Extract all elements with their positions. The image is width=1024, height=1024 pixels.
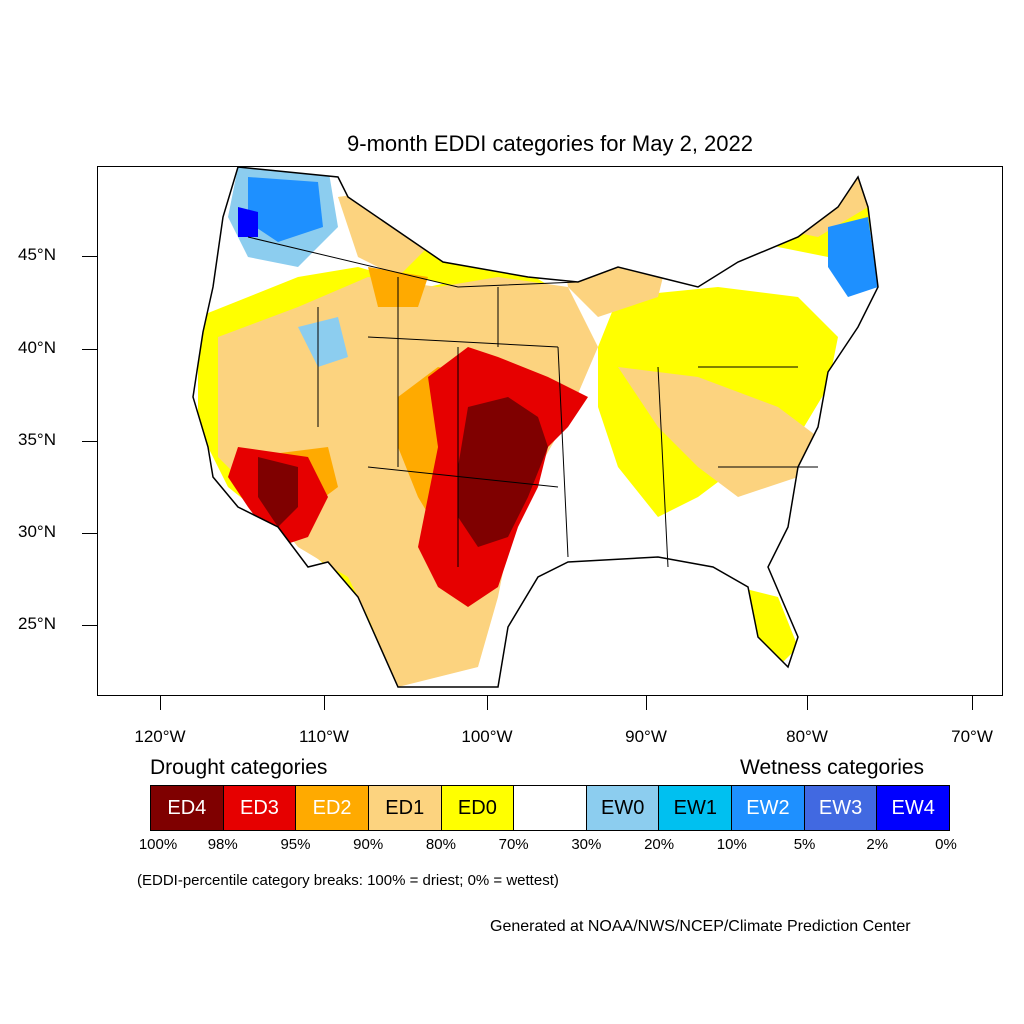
drought-heading: Drought categories — [150, 756, 328, 779]
lat-tick-25 — [82, 625, 97, 626]
legend-box-ew4: EW4 — [877, 786, 950, 830]
lon-label-80: 80°W — [786, 727, 828, 746]
percentile-label: 100% — [138, 836, 178, 853]
lon-tick-120 — [160, 696, 161, 710]
wetness-heading: Wetness categories — [740, 756, 925, 779]
legend-box-ed1: ED1 — [368, 786, 442, 830]
percentile-label: 20% — [644, 836, 675, 853]
ew-region-ne — [828, 217, 878, 297]
ed0-region-florida — [738, 587, 798, 667]
lon-tick-110 — [324, 696, 325, 710]
lon-label-120: 120°W — [134, 727, 186, 746]
percentile-label: 30% — [571, 836, 602, 853]
percentile-label: 10% — [716, 836, 747, 853]
category-legend: ED4 ED3 ED2 ED1 ED0 EW0 EW1 EW2 EW3 EW4 — [150, 785, 950, 831]
lat-tick-45 — [82, 256, 97, 257]
legend-box-normal — [514, 786, 587, 830]
lat-tick-30 — [82, 533, 97, 534]
lon-label-110: 110°W — [299, 727, 349, 746]
lat-label-40: 40°N — [18, 338, 56, 357]
legend-box-ew1: EW1 — [659, 786, 733, 830]
ed4-region-plains — [458, 397, 548, 547]
lon-tick-90 — [646, 696, 647, 710]
lat-label-25: 25°N — [18, 614, 56, 633]
percentile-label: 98% — [207, 836, 238, 853]
percentile-label: 0% — [935, 836, 957, 853]
eddi-map — [97, 166, 1003, 696]
percentile-label: 5% — [793, 836, 816, 853]
category-note: (EDDI-percentile category breaks: 100% =… — [137, 872, 559, 889]
percentile-label: 90% — [353, 836, 384, 853]
lon-tick-100 — [487, 696, 488, 710]
map-title: 9-month EDDI categories for May 2, 2022 — [347, 131, 753, 156]
legend-box-ed4: ED4 — [151, 786, 224, 830]
credit-line: Generated at NOAA/NWS/NCEP/Climate Predi… — [490, 918, 911, 935]
lon-tick-70 — [972, 696, 973, 710]
legend-box-ed2: ED2 — [296, 786, 369, 830]
lat-tick-40 — [82, 349, 97, 350]
legend-box-ew0: EW0 — [586, 786, 660, 830]
legend-box-ew3: EW3 — [804, 786, 878, 830]
ew0-region-nw-inland — [298, 317, 348, 367]
ew4-region-pnw — [238, 207, 258, 237]
ed1-region-ohio — [618, 367, 818, 497]
lon-tick-80 — [807, 696, 808, 710]
eddi-field — [198, 167, 878, 687]
legend-box-ed0: ED0 — [441, 786, 515, 830]
lon-label-90: 90°W — [625, 727, 667, 746]
ew2-region-pnw — [248, 177, 323, 242]
lat-label-30: 30°N — [18, 522, 56, 541]
map-canvas — [192, 167, 879, 688]
legend-box-ed3: ED3 — [223, 786, 297, 830]
conus-outline — [192, 167, 879, 688]
lon-label-70: 70°W — [951, 727, 993, 746]
ed4-region-sw — [258, 457, 298, 527]
lon-label-100: 100°W — [461, 727, 513, 746]
lat-label-35: 35°N — [18, 430, 56, 449]
lat-label-45: 45°N — [18, 245, 56, 264]
percentile-label: 95% — [280, 836, 311, 853]
lat-tick-35 — [82, 441, 97, 442]
state-boundaries — [247, 236, 818, 568]
legend-box-ew2: EW2 — [732, 786, 805, 830]
percentile-label: 80% — [425, 836, 456, 853]
percentile-label: 70% — [498, 836, 529, 853]
percentile-label: 2% — [866, 836, 889, 853]
